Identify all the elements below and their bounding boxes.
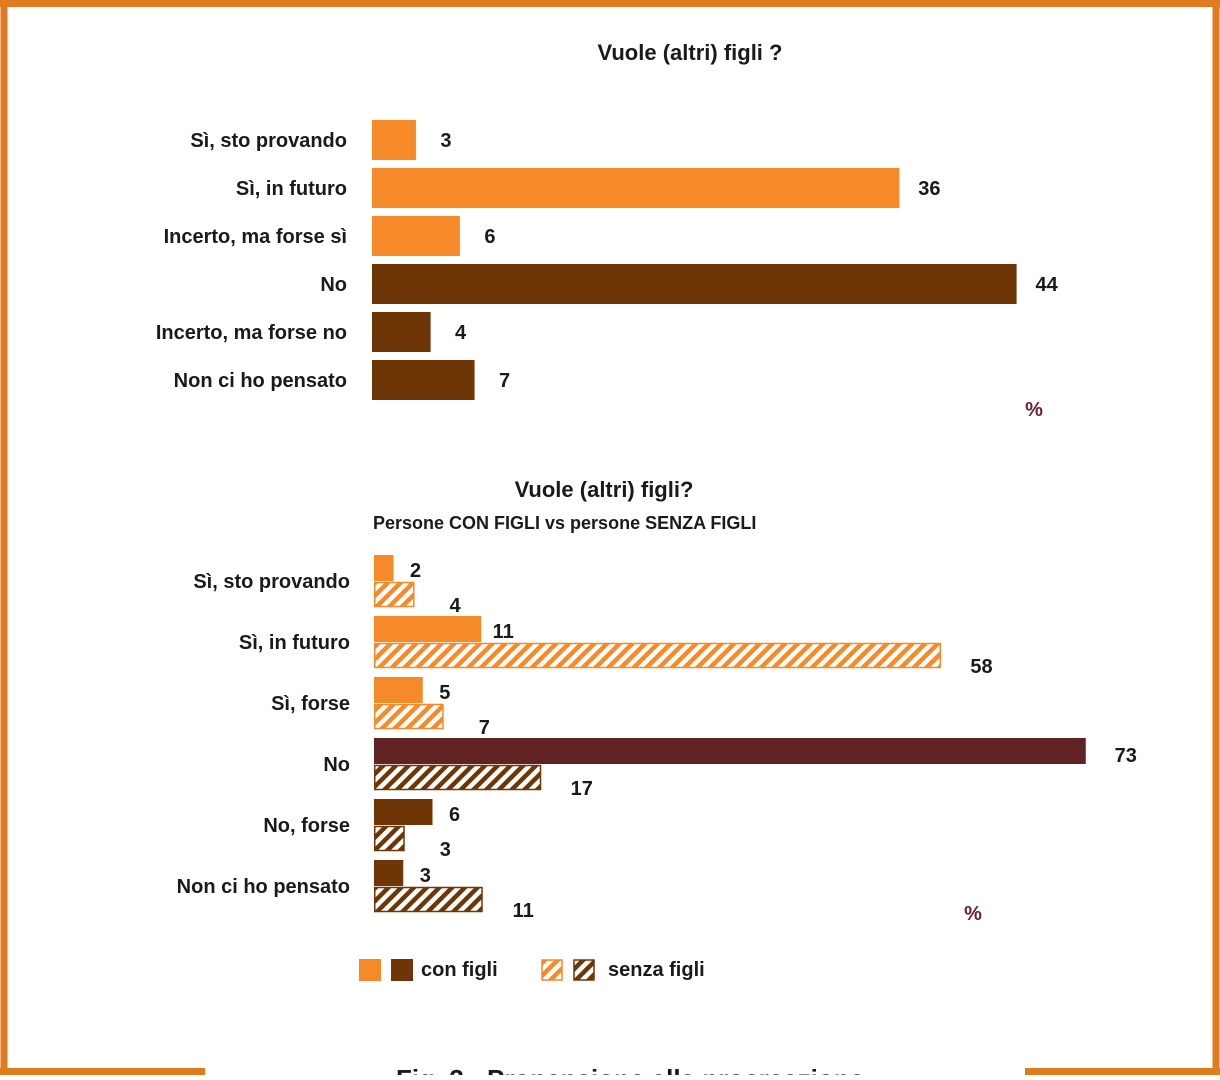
chart2-bar-senza-figli — [374, 825, 405, 852]
chart2-subtitle: Persone CON FIGLI vs persone SENZA FIGLI — [373, 513, 756, 533]
chart2-data-label-senza-figli: 11 — [513, 900, 534, 922]
chart2-category-label: Sì, in futuro — [239, 632, 350, 654]
figure-caption: Fig. 3 - Propensione alla procreazione — [396, 1064, 864, 1075]
chart1-bars — [372, 120, 1017, 400]
chart2-title: Vuole (altri) figli? — [515, 477, 694, 502]
chart2-category-label: Sì, sto provando — [193, 571, 350, 593]
chart1-category-labels: Sì, sto provando Sì, in futuro Incerto, ma… — [156, 130, 347, 392]
chart1-data-label: 6 — [484, 226, 495, 248]
chart2-data-label-con-figli: 2 — [410, 560, 421, 582]
chart2-bar-con-figli — [374, 677, 423, 703]
chart1-data-label: 4 — [455, 322, 467, 344]
chart1-percent-label: % — [1025, 399, 1043, 421]
chart1-data-label: 7 — [499, 370, 510, 392]
chart1-category-label: No — [320, 274, 347, 296]
chart1-title: Vuole (altri) figli ? — [598, 40, 783, 65]
chart1-data-label: 36 — [918, 178, 940, 200]
chart1-data-label: 44 — [1035, 274, 1058, 296]
chart1-category-label: Incerto, ma forse sì — [164, 226, 347, 248]
chart2-data-label-senza-figli: 58 — [970, 656, 992, 678]
chart1-bar — [372, 120, 416, 160]
chart2-data-label-senza-figli: 17 — [571, 778, 593, 800]
chart2-bar-con-figli — [374, 555, 394, 581]
chart1-category-label: Non ci ho pensato — [174, 370, 347, 392]
chart2-category-label: Non ci ho pensato — [177, 876, 350, 898]
chart2-data-label-senza-figli: 7 — [479, 717, 490, 739]
chart2-bars — [374, 555, 1086, 913]
chart2-bar-con-figli — [374, 799, 433, 825]
chart1-bar — [372, 360, 475, 400]
chart2-bar-senza-figli — [374, 703, 444, 730]
chart2-data-labels: 2 4 11 58 5 7 73 17 6 33 11 — [410, 560, 1137, 922]
legend-swatch-con-figli-orange — [359, 959, 381, 981]
chart1-category-label: Sì, in futuro — [236, 178, 347, 200]
chart1-category-label: Sì, sto provando — [190, 130, 347, 152]
chart2-bar-senza-figli — [374, 764, 542, 791]
chart2-bar-senza-figli — [374, 886, 483, 913]
chart2-bar-con-figli — [374, 860, 404, 886]
chart2-data-label-senza-figli: 3 — [440, 839, 451, 861]
legend-swatch-senza-figli-brown — [573, 959, 595, 981]
chart1-data-label: 3 — [440, 130, 451, 152]
chart2-bar-con-figli — [374, 738, 1086, 764]
chart2-data-label-con-figli: 6 — [449, 804, 460, 826]
chart2-legend: con figli senza figli — [359, 959, 705, 981]
legend-label-con-figli: con figli — [421, 959, 498, 981]
chart2-bar-senza-figli — [374, 642, 941, 669]
chart2-category-label: No, forse — [263, 815, 350, 837]
chart1-bar — [372, 264, 1017, 304]
chart2-data-label-con-figli: 5 — [439, 682, 450, 704]
chart2-data-label-con-figli: 3 — [420, 865, 431, 887]
chart2-percent-label: % — [964, 903, 982, 925]
legend-label-senza-figli: senza figli — [608, 959, 705, 981]
chart2-bar-senza-figli — [374, 581, 415, 608]
chart2-data-label-senza-figli: 4 — [449, 595, 461, 617]
chart2-data-label-con-figli: 11 — [493, 621, 514, 643]
legend-swatch-con-figli-brown — [391, 959, 413, 981]
chart1-bar — [372, 216, 460, 256]
legend-swatch-senza-figli-orange — [541, 959, 563, 981]
chart2-bar-con-figli — [374, 616, 482, 642]
chart1-bar — [372, 168, 900, 208]
chart2-data-label-con-figli: 73 — [1115, 745, 1137, 767]
chart2-category-labels: Sì, sto provando Sì, in futuro Sì, forse No… — [177, 571, 350, 898]
chart1-category-label: Incerto, ma forse no — [156, 322, 347, 344]
chart2-category-label: Sì, forse — [271, 693, 350, 715]
chart2-category-label: No — [323, 754, 350, 776]
chart1-bar — [372, 312, 431, 352]
